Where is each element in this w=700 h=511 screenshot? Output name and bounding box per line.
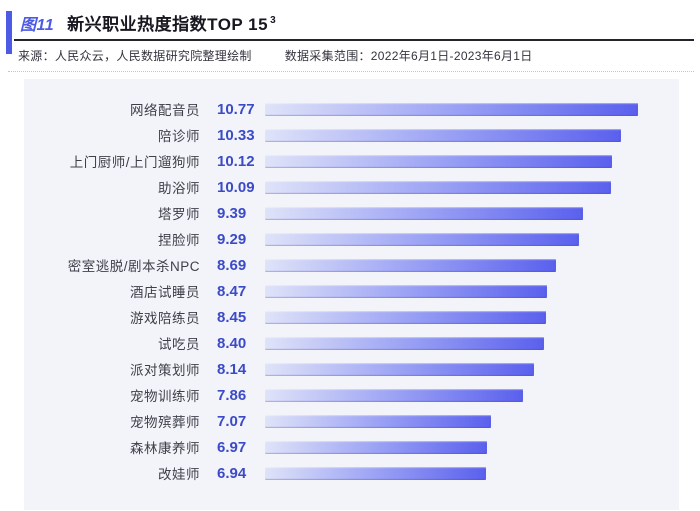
category-label: 陪诊师 — [158, 129, 200, 144]
bar-track — [265, 180, 679, 194]
bar-track — [265, 336, 679, 350]
category-label: 派对策划师 — [130, 363, 200, 378]
category-label: 游戏陪练员 — [130, 311, 200, 326]
value-label: 10.33 — [217, 126, 255, 144]
value-label: 10.77 — [217, 100, 255, 118]
value-label: 10.09 — [217, 178, 255, 196]
chart-row: 塔罗师 9.39 — [24, 200, 679, 226]
category-label: 改娃师 — [158, 467, 200, 482]
data-range-text: 数据采集范围：2022年6月1日-2023年6月1日 — [284, 49, 533, 63]
value-label: 9.29 — [217, 230, 247, 248]
source-row: 来源：人民众云，人民数据研究院整理绘制 数据采集范围：2022年6月1日-202… — [14, 41, 694, 64]
category-label: 上门厨师/上门遛狗师 — [69, 155, 200, 170]
bar — [265, 206, 584, 220]
bar-track — [265, 388, 679, 402]
category-label: 密室逃脱/剧本杀NPC — [67, 259, 200, 274]
category-label: 酒店试睡员 — [130, 285, 200, 300]
chart-row: 改娃师 6.94 — [24, 460, 679, 486]
bar-track — [265, 414, 679, 428]
value-label: 8.14 — [217, 360, 247, 378]
category-label: 森林康养师 — [130, 441, 200, 456]
chart-row: 酒店试睡员 8.47 — [24, 278, 679, 304]
bar — [265, 232, 580, 246]
category-label: 助浴师 — [158, 181, 200, 196]
bar-track — [265, 362, 679, 376]
bar-track — [265, 258, 679, 272]
bar — [265, 102, 639, 116]
category-label: 塔罗师 — [158, 207, 200, 222]
category-label: 网络配音员 — [130, 103, 200, 118]
chart-row: 密室逃脱/剧本杀NPC 8.69 — [24, 252, 679, 278]
value-label: 7.86 — [217, 386, 247, 404]
bar-track — [265, 310, 679, 324]
value-label: 6.97 — [217, 438, 247, 456]
figure-header: 图11 新兴职业热度指数TOP 15 3 来源：人民众云，人民数据研究院整理绘制 … — [6, 10, 694, 64]
bar-track — [265, 232, 679, 246]
bar-track — [265, 466, 679, 480]
bar — [265, 466, 487, 480]
value-label: 6.94 — [217, 464, 247, 482]
chart-row: 助浴师 10.09 — [24, 174, 679, 200]
chart-row: 宠物殡葬师 7.07 — [24, 408, 679, 434]
bar — [265, 336, 545, 350]
bar — [265, 180, 612, 194]
source-text: 来源：人民众云，人民数据研究院整理绘制 — [18, 49, 252, 63]
dotted-divider — [8, 71, 694, 72]
bar — [265, 310, 547, 324]
bar — [265, 440, 488, 454]
bar — [265, 284, 547, 298]
chart-row: 陪诊师 10.33 — [24, 122, 679, 148]
bar-track — [265, 440, 679, 454]
bar — [265, 154, 613, 168]
value-label: 8.69 — [217, 256, 247, 274]
title-row: 图11 新兴职业热度指数TOP 15 3 — [14, 10, 694, 41]
value-label: 10.12 — [217, 152, 255, 170]
value-label: 8.47 — [217, 282, 247, 300]
chart-row: 森林康养师 6.97 — [24, 434, 679, 460]
bar — [265, 388, 523, 402]
page-title: 新兴职业热度指数TOP 15 3 — [67, 10, 276, 35]
category-label: 试吃员 — [158, 337, 200, 352]
title-footnote-marker: 3 — [270, 15, 277, 27]
bar — [265, 128, 621, 142]
bar-track — [265, 206, 679, 220]
bar-track — [265, 102, 679, 116]
value-label: 7.07 — [217, 412, 247, 430]
chart-row: 上门厨师/上门遛狗师 10.12 — [24, 148, 679, 174]
value-label: 8.40 — [217, 334, 247, 352]
chart-row: 宠物训练师 7.86 — [24, 382, 679, 408]
page-title-text: 新兴职业热度指数TOP 15 — [67, 15, 269, 34]
chart-row: 试吃员 8.40 — [24, 330, 679, 356]
bar-chart: 网络配音员 10.77 陪诊师 10.33 上门厨师/上门遛狗师 10.12 助浴师 10.0… — [24, 79, 679, 510]
chart-row: 网络配音员 10.77 — [24, 96, 679, 122]
figure-number: 图11 — [20, 17, 55, 34]
bar-track — [265, 284, 679, 298]
chart-row: 派对策划师 8.14 — [24, 356, 679, 382]
bar — [265, 414, 492, 428]
category-label: 捏脸师 — [158, 233, 200, 248]
bar-track — [265, 154, 679, 168]
chart-row: 游戏陪练员 8.45 — [24, 304, 679, 330]
value-label: 8.45 — [217, 308, 247, 326]
bar — [265, 258, 556, 272]
bar — [265, 362, 534, 376]
category-label: 宠物训练师 — [130, 389, 200, 404]
category-label: 宠物殡葬师 — [130, 415, 200, 430]
bar-track — [265, 128, 679, 142]
chart-row: 捏脸师 9.29 — [24, 226, 679, 252]
value-label: 9.39 — [217, 204, 247, 222]
accent-bar — [6, 11, 12, 54]
